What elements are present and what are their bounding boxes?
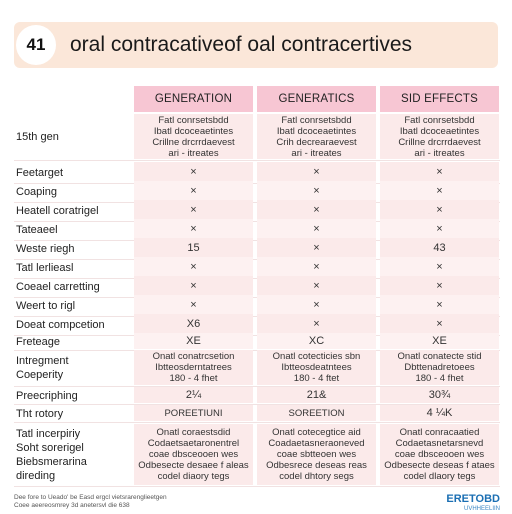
table-cell: × <box>134 219 253 239</box>
row-label: Feetarget <box>16 166 64 179</box>
table-row: Freteage <box>14 333 500 350</box>
row-label: Tht rotory <box>16 407 64 420</box>
table-cell: × <box>257 162 376 182</box>
row-divider <box>14 160 500 161</box>
footer-note: Dee fore to Ueado' be Easd ergcl vietsra… <box>14 494 344 510</box>
table-row: Tatl incerpiriy Soht sorerigel Biebsmera… <box>14 424 500 486</box>
table-row: Intregment Coeperity <box>14 350 500 386</box>
table-row: Feetarget <box>14 162 500 183</box>
table-row: Tatl lerlieasl <box>14 257 500 278</box>
table-cell: Onatl conatrcsetion Ibtteosderntatrees 1… <box>134 350 253 385</box>
table-cell: × <box>380 314 499 334</box>
column-header-generation: GENERATION <box>134 86 253 112</box>
table-row: Tht rotory <box>14 405 500 422</box>
table-cell: × <box>380 257 499 277</box>
row-divider <box>14 486 500 487</box>
table-cell: XC <box>257 333 376 349</box>
table-cell: × <box>257 200 376 220</box>
row-label: Coeael carretting <box>16 280 100 293</box>
table-cell: Onatl coraestsdid Codaetsaetaronentrel c… <box>134 424 253 485</box>
table-cell: × <box>257 181 376 201</box>
row-label: Heatell coratrigel <box>16 204 99 217</box>
row-label: Doeat compcetion <box>16 318 105 331</box>
table-cell: POREETIUNI <box>134 405 253 421</box>
table-cell: XE <box>134 333 253 349</box>
table-cell: SOREETION <box>257 405 376 421</box>
table-cell: × <box>380 162 499 182</box>
table-row: Heatell coratrigel <box>14 200 500 221</box>
table-cell: × <box>134 181 253 201</box>
row-label: Intregment Coeperity <box>16 355 69 381</box>
table-cell: Onatl cotecegtice aid Coadaetasneraoneve… <box>257 424 376 485</box>
table-cell: 4 ¼K <box>380 405 499 421</box>
table-cell: × <box>380 219 499 239</box>
table-row: Weste riegh <box>14 238 500 259</box>
row-divider <box>14 404 500 405</box>
row-label: 15th gen <box>16 131 59 143</box>
table-cell: XE <box>380 333 499 349</box>
row-label: Tatl lerlieasl <box>16 261 74 274</box>
table-cell: × <box>134 200 253 220</box>
table-cell: Onatl cotecticies sbn Ibtteosdeatntees 1… <box>257 350 376 385</box>
table-cell: × <box>134 162 253 182</box>
table-cell: Fatl conrsetsbdd Ibatl dcoceaetintes Cri… <box>380 114 499 159</box>
table-row: Preecriphing <box>14 387 500 404</box>
table-row: Coaping <box>14 181 500 202</box>
table-cell: Fatl conrsetsbdd Ibatl dcoceaetintes Cri… <box>257 114 376 159</box>
brand-logo: ERETOBD UVHHEELIIN <box>446 494 500 514</box>
table-row: 15th gen <box>14 114 500 160</box>
table-cell: 2¼ <box>134 387 253 403</box>
table-row: Doeat compcetion <box>14 314 500 335</box>
table-cell: × <box>134 257 253 277</box>
title-banner: 41 oral contracativeof oal contracertive… <box>14 22 498 68</box>
section-number: 41 <box>16 25 56 65</box>
column-header-side-effects: SID EFFECTS <box>380 86 499 112</box>
table-cell: 15 <box>134 238 253 258</box>
row-divider <box>14 422 500 423</box>
row-label: Freteage <box>16 335 61 348</box>
table-cell: × <box>257 219 376 239</box>
table-cell: 21& <box>257 387 376 403</box>
row-label: Tatl incerpiriy Soht sorerigel Biebsmera… <box>16 428 87 482</box>
table-cell: × <box>134 295 253 315</box>
table-cell: × <box>257 295 376 315</box>
page-title: oral contracativeof oal contracertives <box>70 33 412 56</box>
column-header-generatics: GENERATICS <box>257 86 376 112</box>
table-cell: × <box>380 276 499 296</box>
brand-name: ERETOBD <box>446 493 500 505</box>
table-cell: × <box>380 295 499 315</box>
table-cell: Fatl conrsetsbdd Ibatl dcoceaetintes Cri… <box>134 114 253 159</box>
table-row: Weert to rigl <box>14 295 500 316</box>
row-divider <box>14 386 500 387</box>
row-label: Tateaeel <box>16 223 58 236</box>
row-label: Weert to rigl <box>16 299 76 312</box>
table-cell: X6 <box>134 314 253 334</box>
table-cell: × <box>257 276 376 296</box>
table-cell: 30¾ <box>380 387 499 403</box>
table-cell: × <box>257 238 376 258</box>
table-cell: 43 <box>380 238 499 258</box>
row-label: Weste riegh <box>16 242 75 255</box>
brand-tag: UVHHEELIIN <box>463 506 500 512</box>
footer-text: Dee fore to Ueado' be Easd ergcl vietsra… <box>14 494 167 509</box>
table-cell: Onatl conracaatied Codaetasnetarsnevd co… <box>380 424 499 485</box>
row-label: Preecriphing <box>16 389 78 402</box>
table-cell: × <box>257 314 376 334</box>
row-label: Coaping <box>16 185 57 198</box>
table-row: Coeael carretting <box>14 276 500 297</box>
table-cell: × <box>380 181 499 201</box>
table-cell: × <box>134 276 253 296</box>
table-cell: Onatl conatecte stid Dbttenadretoees 180… <box>380 350 499 385</box>
table-row: Tateaeel <box>14 219 500 240</box>
table-cell: × <box>257 257 376 277</box>
table-cell: × <box>380 200 499 220</box>
